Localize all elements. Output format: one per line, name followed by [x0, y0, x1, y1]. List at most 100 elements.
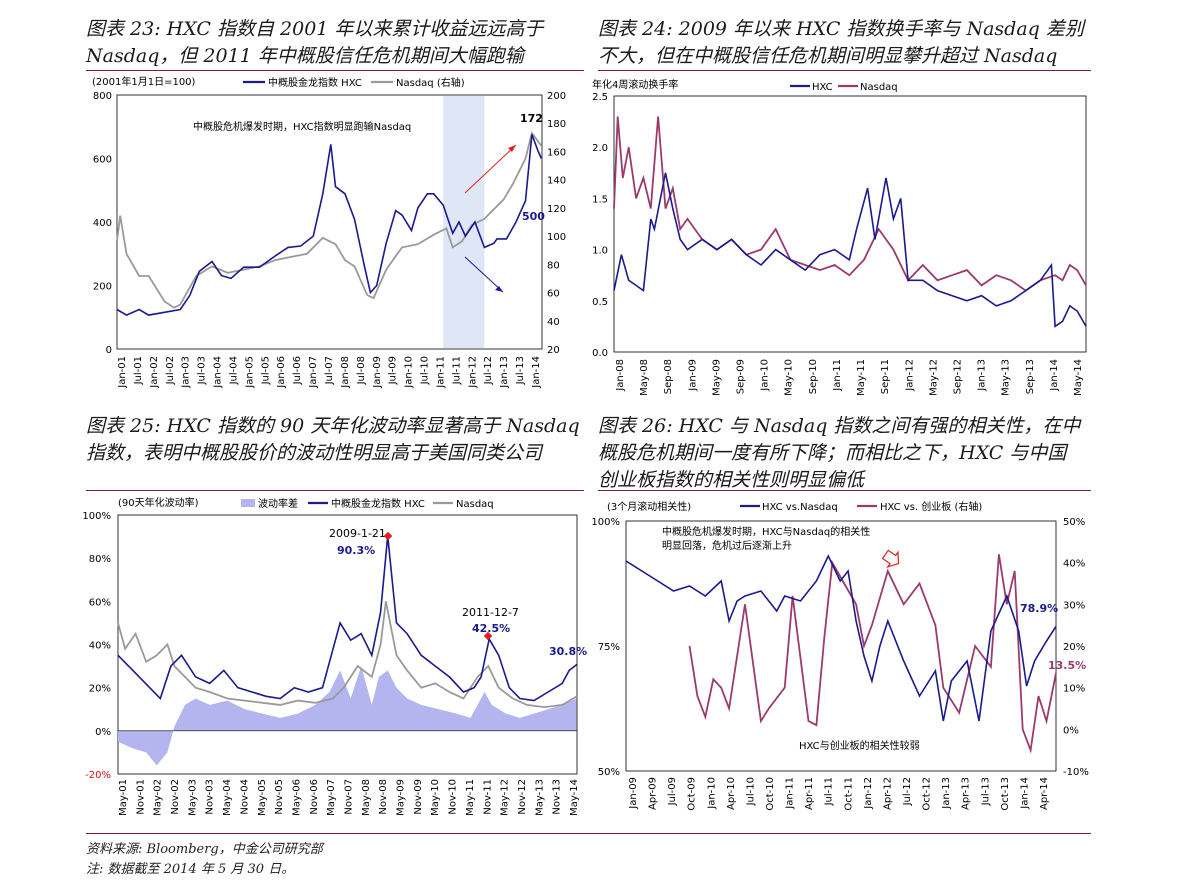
c24-xaxis-tick-8: Sep-10: [808, 359, 819, 394]
caption-rule-23: [86, 70, 584, 71]
c23-xaxis-tick-12: Jan-07: [308, 356, 319, 389]
c25-xaxis-tick-17: Nov-09: [413, 779, 424, 815]
c23-xaxis-tick-3: Jul-02: [165, 356, 176, 385]
c25-xaxis-tick-21: Nov-11: [482, 779, 493, 815]
footer-note: 注: 数据截至 2014 年 5 月 30 日。: [86, 862, 295, 877]
c24-series-nasdaq: [613, 116, 1087, 292]
c26-xaxis-tick-14: Jul-12: [902, 777, 913, 806]
c25-legend-nasdaq: Nasdaq: [456, 499, 494, 510]
c25-series-nasdaq: [117, 601, 578, 709]
c25-xaxis-tick-12: May-07: [326, 779, 337, 816]
c25-xaxis-tick-11: Nov-06: [309, 779, 320, 815]
c25-plot-frame: [117, 514, 578, 775]
c26-xaxis-tick-9: Apr-11: [804, 777, 815, 810]
c25-xaxis-tick-24: May-13: [534, 779, 545, 816]
c24-legend-nasdaq: Nasdaq: [860, 82, 898, 93]
caption-23-line-2: Nasdaq，但 2011 年中概股信任危机期间大幅跑输: [86, 45, 524, 67]
c23-annotation: 中概股危机爆发时期，HXC指数明显跑输Nasdaq: [193, 120, 411, 133]
c26-xaxis-tick-7: Oct-10: [765, 777, 776, 811]
c23-xaxis-tick-24: Jan-13: [499, 356, 510, 389]
c25-legend-swatch-diff: [241, 499, 255, 507]
c26-xaxis-tick-2: Jul-09: [667, 777, 678, 806]
c24-legend-hxc: HXC: [812, 82, 833, 93]
c26-left-note: (3个月滚动相关性): [607, 500, 691, 513]
caption-rule-24: [598, 70, 1091, 71]
c25-yaxis-tick-3: 40%: [89, 641, 111, 652]
c25-xaxis-tick-16: May-09: [396, 779, 407, 816]
c26-xaxis-tick-12: Jan-12: [863, 777, 874, 810]
c26-xaxis-tick-11: Oct-11: [843, 777, 854, 811]
c23-yright-tick-3: 80: [547, 260, 560, 271]
c26-legend-nasdaq: HXC vs.Nasdaq: [762, 502, 838, 513]
c26-yright-tick-5: 40%: [1063, 559, 1085, 570]
c23-xaxis-tick-0: Jan-01: [117, 356, 128, 389]
c26-xaxis-tick-8: Jan-11: [785, 777, 796, 810]
c25-xaxis-tick-15: Nov-08: [378, 779, 389, 815]
caption-24-line-2: 不大，但在中概股信任危机期间明显攀升超过 Nasdaq: [598, 45, 1058, 67]
c25-xaxis-tick-7: Nov-04: [239, 779, 250, 815]
c24-xaxis-tick-4: May-09: [711, 359, 722, 396]
c23-xaxis-tick-17: Jul-09: [388, 356, 399, 385]
c26-xaxis-tick-5: Apr-10: [726, 777, 737, 810]
c24-yaxis-tick-2: 1.0: [592, 246, 608, 257]
c23-yright-tick-5: 120: [547, 204, 566, 215]
c26-xaxis-tick-13: Apr-12: [882, 777, 893, 810]
c25-xaxis-tick-22: May-12: [500, 779, 511, 816]
c23-yright-tick-1: 40: [547, 317, 560, 328]
c26-yright-tick-0: -10%: [1063, 767, 1089, 778]
c25-legend-hxc: 中概股金龙指数 HXC: [331, 497, 425, 510]
c23-xaxis-tick-1: Jul-01: [133, 356, 144, 385]
c24-xaxis-tick-11: Sep-11: [880, 359, 891, 394]
c23-xaxis-tick-26: Jan-14: [531, 356, 542, 389]
c25-xaxis-tick-6: May-04: [222, 779, 233, 816]
c26-series-cyb: [688, 554, 1057, 754]
c26-xaxis-tick-21: Apr-14: [1039, 777, 1050, 810]
c23-yleft-tick-0: 0: [106, 345, 112, 356]
c23-yright-tick-2: 60: [547, 289, 560, 300]
c25-xaxis-tick-20: May-11: [465, 779, 476, 816]
c25-series-hxc: [117, 535, 578, 702]
c24-xaxis-tick-5: Sep-09: [736, 359, 747, 394]
c25-xaxis-tick-8: May-05: [257, 779, 268, 816]
c26-annot-top-2: 明显回落，危机过后逐渐上升: [662, 539, 792, 552]
c26-xaxis-tick-17: Apr-13: [961, 777, 972, 810]
c24-xaxis-tick-12: Jan-12: [904, 359, 915, 392]
c26-yleft-tick-1: 75%: [598, 642, 620, 653]
c25-xaxis-tick-18: May-10: [430, 779, 441, 816]
c25-xaxis-tick-26: May-14: [569, 779, 580, 816]
c24-left-note: 年化4周滚动换手率: [592, 78, 678, 91]
caption-24-line-1: 图表 24: 2009 年以来 HXC 指数换手率与 Nasdaq 差别: [598, 18, 1084, 40]
c25-annot-value-2: 42.5%: [472, 622, 510, 635]
c23-legend-hxc: 中概股金龙指数 HXC: [268, 76, 362, 89]
c23-xaxis-tick-16: Jan-09: [372, 356, 383, 389]
c26-xaxis-tick-18: Jul-13: [980, 777, 991, 806]
c24-xaxis-tick-10: May-11: [856, 359, 867, 396]
c25-xaxis-tick-19: Nov-10: [448, 779, 459, 815]
c23-xaxis-tick-8: Jan-05: [244, 356, 255, 389]
c23-xaxis-tick-21: Jul-11: [451, 356, 462, 385]
caption-26-line-1: 图表 26: HXC 与 Nasdaq 指数之间有强的相关性，在中: [598, 415, 1081, 437]
c26-xaxis-tick-19: Oct-13: [1000, 777, 1011, 811]
c23-label-hxc: 172: [520, 112, 543, 125]
c23-xaxis-tick-11: Jul-06: [292, 356, 303, 385]
c26-yleft-tick-0: 50%: [598, 767, 620, 778]
c23-navy-arrow: [464, 256, 504, 293]
c23-xaxis-tick-22: Jan-12: [467, 356, 478, 389]
c26-xaxis-tick-4: Jan-10: [706, 777, 717, 810]
c26-yleft-tick-2: 100%: [591, 517, 620, 528]
c23-yleft-tick-2: 400: [93, 218, 112, 229]
c23-yright-tick-9: 200: [547, 91, 566, 102]
c24-xaxis-tick-7: May-10: [784, 359, 795, 396]
c25-left-note: (90天年化波动率): [118, 496, 199, 509]
c23-yright-tick-0: 20: [547, 345, 560, 356]
c24-yaxis-tick-4: 2.0: [592, 143, 608, 154]
c25-xaxis-tick-10: May-06: [292, 779, 303, 816]
c23-yright-tick-8: 180: [547, 119, 566, 130]
c23-yright-tick-6: 140: [547, 176, 566, 187]
c23-xaxis-tick-5: Jul-03: [197, 356, 208, 385]
c24-xaxis-tick-1: May-08: [639, 359, 650, 396]
c25-xaxis-tick-3: Nov-02: [170, 779, 181, 815]
